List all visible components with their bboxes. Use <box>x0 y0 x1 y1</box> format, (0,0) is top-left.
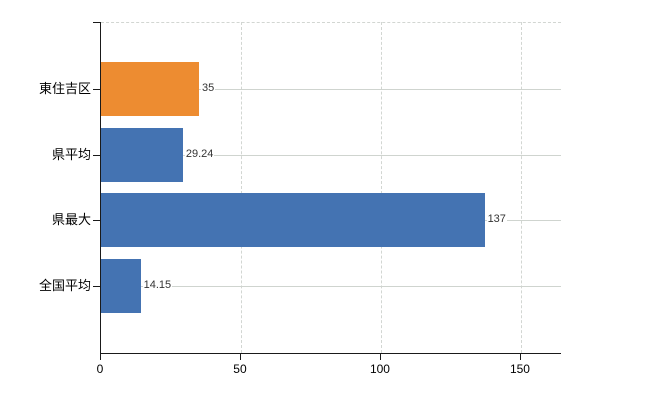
bar <box>101 193 485 248</box>
x-tick-mark <box>379 354 381 360</box>
x-tick-label: 100 <box>369 362 390 376</box>
category-label: 県最大 <box>51 212 91 228</box>
gridline-vertical <box>240 22 242 353</box>
y-tick-mark <box>93 220 100 222</box>
x-tick-label: 150 <box>509 362 530 376</box>
y-tick-mark <box>93 88 100 90</box>
bar <box>101 259 141 314</box>
row-center-line <box>101 286 561 288</box>
bar-value-label: 14.15 <box>142 279 173 293</box>
row-center-line <box>101 88 561 90</box>
y-axis-top-tick <box>93 22 100 23</box>
plot-top-border <box>101 22 561 23</box>
gridline-vertical <box>380 22 382 353</box>
plot-area: 35 29.24 137 14.15 <box>100 22 561 354</box>
category-label: 東住吉区 <box>38 80 91 96</box>
x-tick-label: 0 <box>96 362 104 376</box>
x-tick-mark <box>100 354 101 360</box>
bar-value-label: 29.24 <box>184 147 215 161</box>
category-label: 県平均 <box>51 146 91 162</box>
y-tick-mark <box>93 286 100 288</box>
bar-value-label: 35 <box>200 81 216 95</box>
x-tick-mark <box>239 354 241 360</box>
x-tick-mark <box>519 354 521 360</box>
bar <box>101 127 183 182</box>
category-label: 全国平均 <box>38 278 91 294</box>
bar <box>101 61 199 116</box>
row-center-line <box>101 154 561 156</box>
x-tick-label: 50 <box>233 362 247 376</box>
y-tick-mark <box>93 154 100 156</box>
gridline-vertical <box>520 22 522 353</box>
bar-value-label: 137 <box>486 213 507 227</box>
